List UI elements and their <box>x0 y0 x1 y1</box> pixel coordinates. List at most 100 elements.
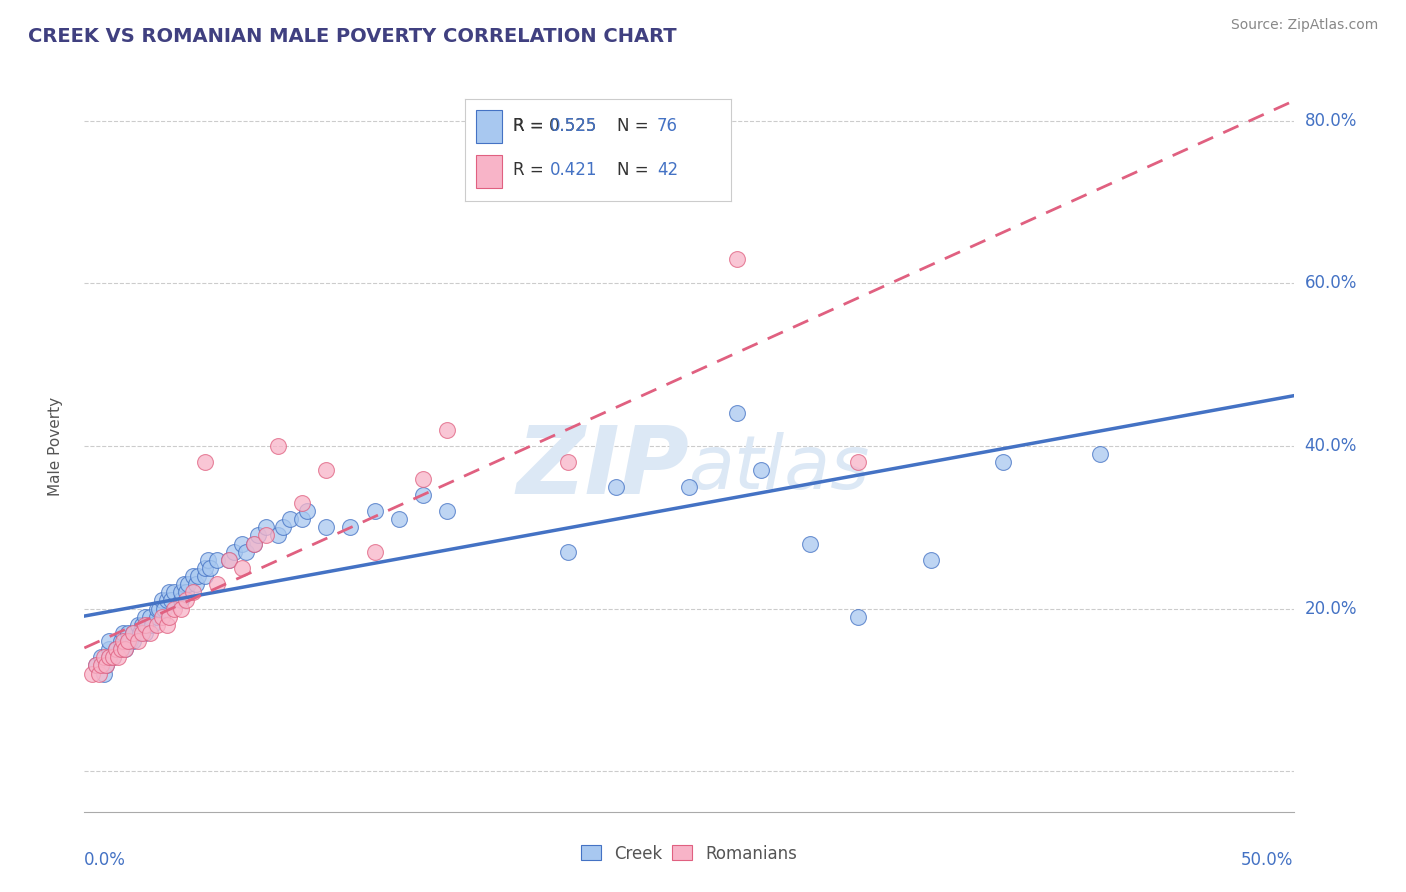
Y-axis label: Male Poverty: Male Poverty <box>48 396 63 496</box>
Point <box>150 593 173 607</box>
Point <box>247 528 270 542</box>
Point <box>150 609 173 624</box>
Point <box>107 650 129 665</box>
Point <box>242 536 264 550</box>
Point <box>155 617 177 632</box>
Point <box>1088 447 1111 461</box>
Point <box>112 634 135 648</box>
Point <box>174 593 197 607</box>
Point <box>725 407 748 421</box>
Point <box>138 609 160 624</box>
Point <box>271 520 294 534</box>
Point <box>198 561 221 575</box>
Point <box>93 650 115 665</box>
Point <box>177 577 200 591</box>
Point <box>134 626 156 640</box>
Point <box>80 666 103 681</box>
Point <box>170 593 193 607</box>
Point <box>678 480 700 494</box>
Point <box>173 577 195 591</box>
Point <box>160 593 183 607</box>
Point <box>146 609 169 624</box>
Point <box>412 471 434 485</box>
Point <box>112 626 135 640</box>
Point <box>242 536 264 550</box>
Point <box>174 585 197 599</box>
Point <box>363 504 385 518</box>
Text: 40.0%: 40.0% <box>1305 437 1357 455</box>
Point <box>295 504 318 518</box>
Text: Source: ZipAtlas.com: Source: ZipAtlas.com <box>1230 18 1378 32</box>
Legend: Creek, Romanians: Creek, Romanians <box>574 838 804 869</box>
Point <box>86 658 108 673</box>
Point <box>184 577 207 591</box>
Point <box>181 585 204 599</box>
Point <box>231 536 253 550</box>
Point <box>129 626 152 640</box>
Point <box>207 577 229 591</box>
Point <box>339 520 361 534</box>
Point <box>157 585 180 599</box>
Point <box>224 544 246 558</box>
Point <box>117 634 139 648</box>
Point <box>605 480 627 494</box>
Point <box>110 634 132 648</box>
Text: atlas: atlas <box>689 432 870 504</box>
Point <box>117 626 139 640</box>
Point <box>134 617 156 632</box>
Point <box>90 658 112 673</box>
Point <box>134 609 156 624</box>
Text: 60.0%: 60.0% <box>1305 275 1357 293</box>
Point <box>97 650 120 665</box>
Point <box>121 626 143 640</box>
Point <box>153 601 176 615</box>
Point <box>136 617 159 632</box>
Point <box>267 439 290 453</box>
Text: 20.0%: 20.0% <box>1305 599 1357 617</box>
Point <box>207 553 229 567</box>
Text: 0.0%: 0.0% <box>84 851 127 869</box>
Point <box>114 642 136 657</box>
Point <box>218 553 240 567</box>
Point <box>170 585 193 599</box>
Point <box>146 601 169 615</box>
Point <box>86 658 108 673</box>
Point <box>557 455 579 469</box>
Point <box>131 626 153 640</box>
Point <box>846 455 869 469</box>
Point <box>138 626 160 640</box>
Point <box>194 455 217 469</box>
Point <box>170 601 193 615</box>
Point <box>110 642 132 657</box>
Point <box>181 569 204 583</box>
Point <box>141 617 163 632</box>
Point <box>231 561 253 575</box>
Point <box>120 634 142 648</box>
Point <box>846 609 869 624</box>
Point <box>291 512 314 526</box>
Point <box>103 650 125 665</box>
Point <box>218 553 240 567</box>
Point <box>117 634 139 648</box>
Point <box>278 512 301 526</box>
Text: CREEK VS ROMANIAN MALE POVERTY CORRELATION CHART: CREEK VS ROMANIAN MALE POVERTY CORRELATI… <box>28 27 676 45</box>
Point <box>127 617 149 632</box>
Point <box>103 650 125 665</box>
Point <box>163 585 186 599</box>
Point <box>114 642 136 657</box>
Point <box>194 569 217 583</box>
Point <box>267 528 290 542</box>
Point <box>127 634 149 648</box>
Point <box>104 642 127 657</box>
Point <box>412 488 434 502</box>
Point <box>388 512 411 526</box>
Point <box>97 634 120 648</box>
Point <box>121 626 143 640</box>
Point <box>157 609 180 624</box>
Point <box>94 658 117 673</box>
Point <box>920 553 942 567</box>
Point <box>291 496 314 510</box>
Point <box>315 463 337 477</box>
Text: 50.0%: 50.0% <box>1241 851 1294 869</box>
Point <box>235 544 257 558</box>
